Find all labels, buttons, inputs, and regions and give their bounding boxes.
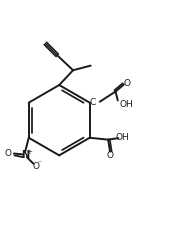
Text: O: O [33,162,40,171]
Text: O: O [124,79,131,88]
Text: N: N [21,150,29,160]
Text: OH: OH [116,133,130,142]
Text: OH: OH [119,100,133,109]
Text: C: C [90,98,96,106]
Text: ⁻: ⁻ [38,159,42,168]
Text: O: O [107,151,113,160]
Text: +: + [26,149,32,155]
Text: O: O [5,149,12,158]
